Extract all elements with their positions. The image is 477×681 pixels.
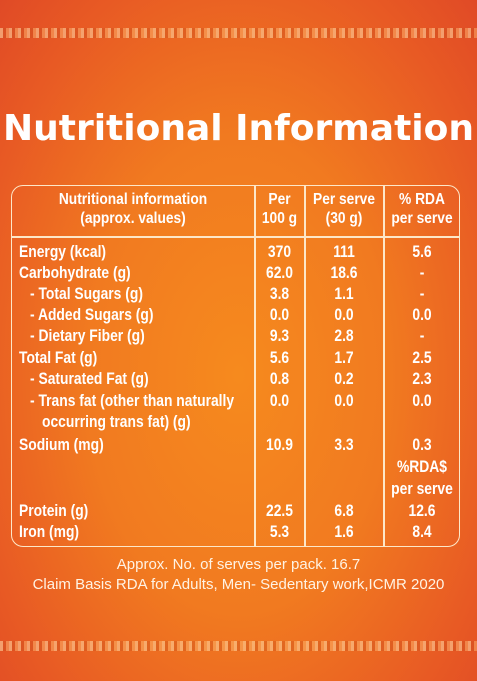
per-serve-value: 1.6	[334, 523, 354, 541]
decorative-border-top	[0, 28, 477, 38]
column-divider	[254, 185, 256, 547]
rda-value: -	[419, 327, 425, 345]
header-per-100g: Per 100 g	[261, 191, 298, 227]
table-row: - Trans fat (other than naturally 0.0 0.…	[0, 392, 477, 410]
nutrient-name: Sodium (mg)	[19, 436, 104, 454]
table-row: - Saturated Fat (g) 0.8 0.2 2.3	[0, 370, 477, 388]
serves-note: Approx. No. of serves per pack. 16.7	[116, 556, 361, 573]
column-divider	[383, 185, 385, 547]
per-serve-value: 18.6	[330, 264, 358, 282]
rda-value: 12.6	[408, 502, 436, 520]
header-divider	[11, 236, 460, 238]
table-row: - Dietary Fiber (g) 9.3 2.8 -	[0, 327, 477, 345]
per-100g-value: 0.0	[269, 392, 290, 410]
table-row: Carbohydrate (g) 62.0 18.6 -	[0, 264, 477, 282]
per-100g-value: 62.0	[266, 264, 293, 282]
per-serve-value: 6.8	[334, 502, 354, 520]
per-100g-value: 0.8	[269, 370, 290, 388]
per-serve-value: 111	[333, 243, 355, 261]
nutrient-name: Carbohydrate (g)	[19, 264, 131, 282]
page-title: Nutritional Information	[2, 108, 475, 149]
nutrient-name: - Total Sugars (g)	[30, 285, 143, 303]
per-100g-value: 370	[267, 243, 292, 261]
table-row: per serve	[0, 480, 477, 498]
nutrient-name: occurring trans fat) (g)	[42, 413, 191, 431]
table-row: - Added Sugars (g) 0.0 0.0 0.0	[0, 306, 477, 324]
rda-value: 8.4	[412, 523, 432, 541]
column-divider	[304, 185, 306, 547]
per-100g-value: 5.6	[269, 349, 290, 367]
rda-value: 5.6	[412, 243, 432, 261]
table-row: %RDA$	[0, 458, 477, 476]
header-per-serve: Per serve (30 g)	[313, 191, 375, 227]
per-serve-value: 1.7	[334, 349, 354, 367]
table-row: occurring trans fat) (g)	[0, 413, 477, 431]
per-serve-value: 1.1	[334, 285, 354, 303]
per-serve-value: 0.0	[334, 392, 354, 410]
table-row: - Total Sugars (g) 3.8 1.1 -	[0, 285, 477, 303]
table-row: Iron (mg) 5.3 1.6 8.4	[0, 523, 477, 541]
per-serve-value: 3.3	[334, 436, 354, 454]
rda-value: 0.0	[412, 392, 432, 410]
header-rda: % RDA per serve	[391, 191, 453, 227]
nutrient-name: Total Fat (g)	[19, 349, 98, 367]
nutrient-name: - Trans fat (other than naturally	[30, 392, 235, 410]
table-row: Protein (g) 22.5 6.8 12.6	[0, 502, 477, 520]
rda-value: per serve	[391, 480, 453, 498]
per-serve-value: 0.2	[334, 370, 354, 388]
rda-value: %RDA$	[396, 458, 448, 476]
per-serve-value: 2.8	[334, 327, 354, 345]
nutrient-name: - Saturated Fat (g)	[30, 370, 149, 388]
decorative-border-bottom	[0, 641, 477, 651]
nutrient-name: Protein (g)	[19, 502, 89, 520]
per-100g-value: 9.3	[269, 327, 290, 345]
rda-value: -	[419, 285, 425, 303]
header-nutrient: Nutritional information (approx. values)	[58, 191, 208, 227]
per-100g-value: 10.9	[266, 436, 293, 454]
nutrition-table	[11, 185, 460, 547]
rda-value: 2.3	[412, 370, 432, 388]
per-100g-value: 3.8	[269, 285, 290, 303]
nutrient-name: Iron (mg)	[19, 523, 80, 541]
per-100g-value: 0.0	[269, 306, 290, 324]
nutrient-name: Energy (kcal)	[19, 243, 107, 261]
per-100g-value: 5.3	[269, 523, 290, 541]
nutrient-name: - Added Sugars (g)	[30, 306, 154, 324]
rda-value: 0.3	[412, 436, 432, 454]
table-row: Sodium (mg) 10.9 3.3 0.3	[0, 436, 477, 454]
per-serve-value: 0.0	[334, 306, 354, 324]
claim-basis-note: Claim Basis RDA for Adults, Men- Sedenta…	[32, 576, 445, 593]
per-100g-value: 22.5	[266, 502, 293, 520]
table-row: Energy (kcal) 370 111 5.6	[0, 243, 477, 261]
nutrient-name: - Dietary Fiber (g)	[30, 327, 145, 345]
rda-value: 2.5	[412, 349, 432, 367]
rda-value: -	[419, 264, 425, 282]
rda-value: 0.0	[412, 306, 432, 324]
table-row: Total Fat (g) 5.6 1.7 2.5	[0, 349, 477, 367]
